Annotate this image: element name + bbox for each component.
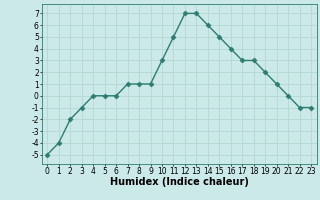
X-axis label: Humidex (Indice chaleur): Humidex (Indice chaleur)	[110, 177, 249, 187]
